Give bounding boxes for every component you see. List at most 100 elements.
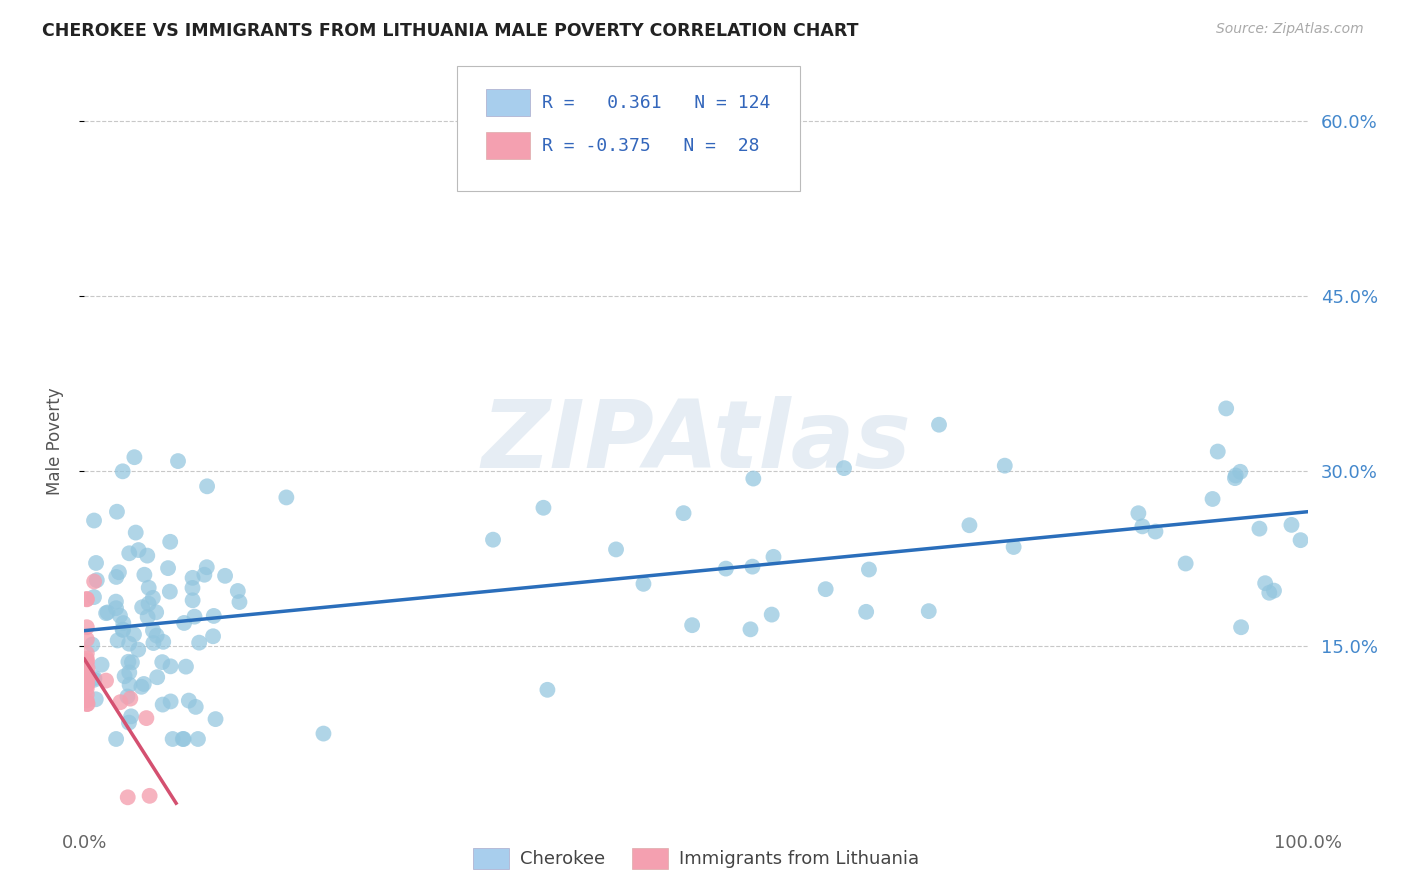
Point [138, 789, 160, 803]
Point [83, 671, 105, 685]
Point [135, 711, 157, 725]
Point [714, 561, 737, 575]
Text: Source: ZipAtlas.com: Source: ZipAtlas.com [1216, 22, 1364, 37]
Point [105, 505, 128, 519]
Point [134, 567, 156, 582]
Point [86, 573, 108, 587]
Point [855, 605, 877, 619]
Point [152, 698, 174, 712]
Point [482, 533, 505, 547]
Point [226, 584, 249, 599]
Legend: Cherokee, Immigrants from Lithuania: Cherokee, Immigrants from Lithuania [465, 841, 927, 876]
Point [84, 692, 107, 706]
Point [1201, 491, 1223, 506]
Point [174, 659, 197, 673]
Point [112, 616, 135, 631]
Point [138, 581, 160, 595]
Point [76, 672, 98, 686]
Point [76, 697, 98, 711]
Point [742, 471, 765, 485]
Point [681, 618, 703, 632]
Point [90, 657, 112, 672]
Point [104, 594, 127, 608]
Point [83, 574, 105, 589]
Point [121, 656, 143, 670]
Point [741, 559, 763, 574]
Point [117, 690, 139, 704]
Text: CHEROKEE VS IMMIGRANTS FROM LITHUANIA MALE POVERTY CORRELATION CHART: CHEROKEE VS IMMIGRANTS FROM LITHUANIA MA… [42, 22, 859, 40]
Point [76, 661, 98, 675]
Point [76, 654, 98, 668]
Y-axis label: Male Poverty: Male Poverty [45, 388, 63, 495]
Point [76, 620, 98, 634]
Point [181, 571, 204, 585]
Point [76, 678, 98, 692]
Point [312, 726, 335, 740]
Point [120, 709, 142, 723]
Point [120, 691, 142, 706]
Point [118, 678, 141, 692]
Point [76, 592, 98, 607]
Point [76, 651, 98, 665]
Point [1254, 576, 1277, 591]
Point [1128, 506, 1150, 520]
Point [181, 593, 204, 607]
Point [1263, 583, 1285, 598]
Point [1223, 471, 1246, 485]
Point [83, 590, 105, 604]
Point [76, 688, 98, 702]
Point [1281, 517, 1303, 532]
Point [108, 608, 131, 623]
Point [97, 606, 120, 620]
Point [172, 731, 194, 746]
Point [276, 491, 298, 505]
Point [76, 655, 98, 669]
Point [1206, 444, 1229, 458]
Point [1289, 533, 1312, 548]
Point [832, 461, 855, 475]
Point [117, 655, 139, 669]
FancyBboxPatch shape [485, 89, 530, 116]
Point [125, 525, 148, 540]
Point [76, 673, 98, 688]
Point [1174, 557, 1197, 571]
Point [633, 577, 655, 591]
Point [214, 569, 236, 583]
Point [183, 609, 205, 624]
Point [112, 623, 135, 637]
Point [1002, 540, 1025, 554]
FancyBboxPatch shape [457, 66, 800, 191]
Point [118, 546, 141, 560]
Point [1249, 522, 1271, 536]
Point [1230, 620, 1253, 634]
Point [146, 670, 169, 684]
Point [142, 624, 165, 638]
Point [76, 632, 98, 647]
Point [181, 581, 204, 595]
Point [76, 669, 98, 683]
Point [202, 609, 225, 624]
Point [814, 582, 837, 597]
Point [605, 542, 627, 557]
Point [111, 623, 134, 637]
Point [1225, 468, 1247, 483]
Point [127, 642, 149, 657]
Point [672, 506, 695, 520]
Point [193, 567, 215, 582]
Point [928, 417, 950, 432]
Point [177, 693, 200, 707]
Point [76, 681, 98, 696]
Point [142, 636, 165, 650]
Point [138, 597, 160, 611]
Point [159, 534, 181, 549]
Point [152, 635, 174, 649]
Point [533, 500, 555, 515]
Point [858, 562, 880, 576]
Point [195, 479, 218, 493]
Point [1229, 465, 1251, 479]
Point [740, 623, 762, 637]
Point [202, 629, 225, 643]
Point [124, 450, 146, 465]
Point [204, 712, 226, 726]
Point [118, 665, 141, 680]
